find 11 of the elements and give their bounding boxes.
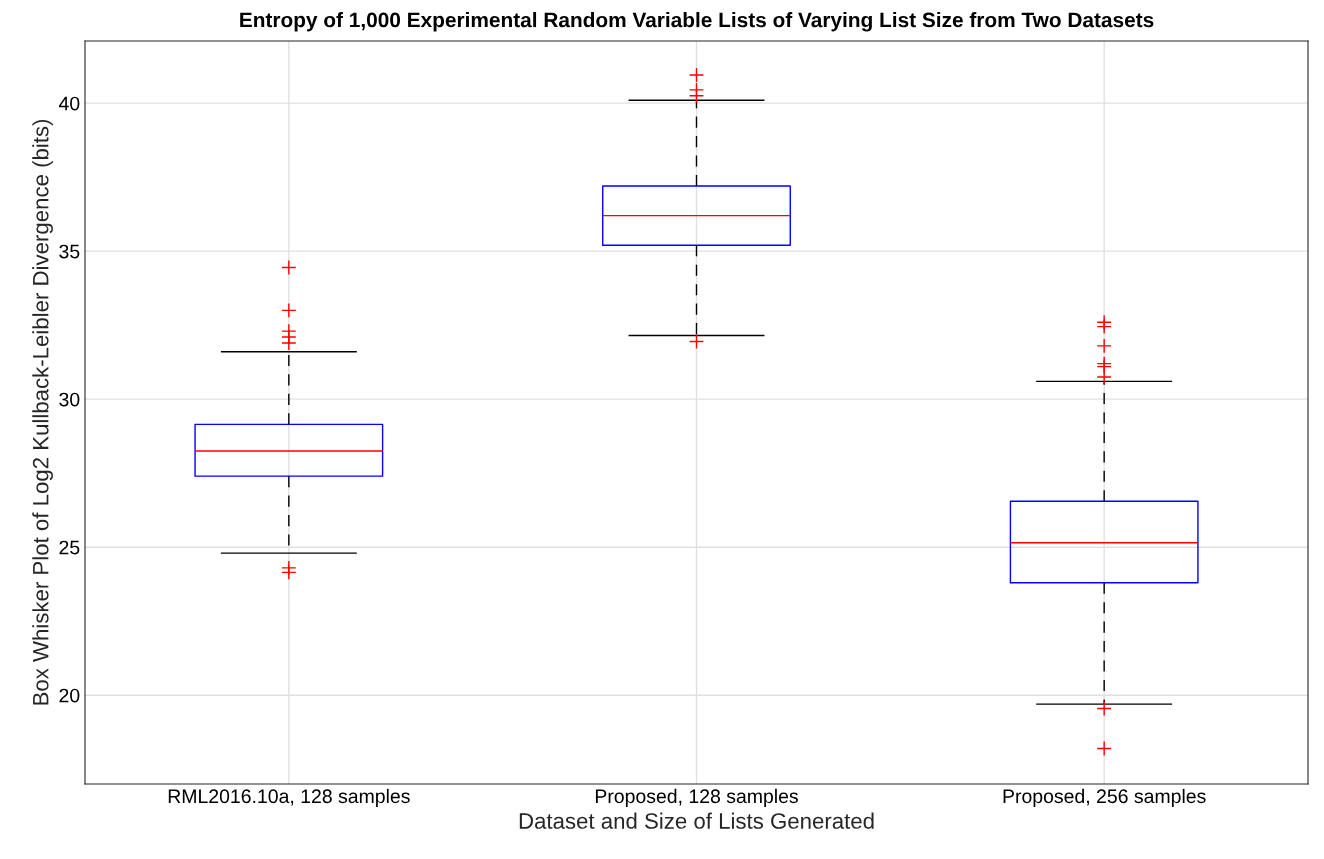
y-tick-label: 35 bbox=[59, 244, 80, 259]
x-tick-label: Proposed, 256 samples bbox=[1003, 788, 1206, 807]
y-tick-label: 25 bbox=[59, 540, 80, 555]
y-tick-label: 30 bbox=[59, 392, 80, 407]
y-tick-label: 20 bbox=[59, 688, 80, 703]
y-axis-title: Box Whisker Plot of Log2 Kullback-Leibler Divergence (bits) bbox=[32, 119, 53, 705]
x-tick-label: RML2016.10a, 128 samples bbox=[168, 788, 410, 807]
y-tick-label: 40 bbox=[58, 96, 80, 111]
chart-title: Entropy of 1,000 Experimental Random Variable Lists of Varying List Size from Two Datasets bbox=[240, 12, 1154, 32]
x-axis-title: Dataset and Size of Lists Generated bbox=[519, 812, 874, 829]
x-tick-label: Proposed, 128 samples bbox=[595, 788, 798, 807]
